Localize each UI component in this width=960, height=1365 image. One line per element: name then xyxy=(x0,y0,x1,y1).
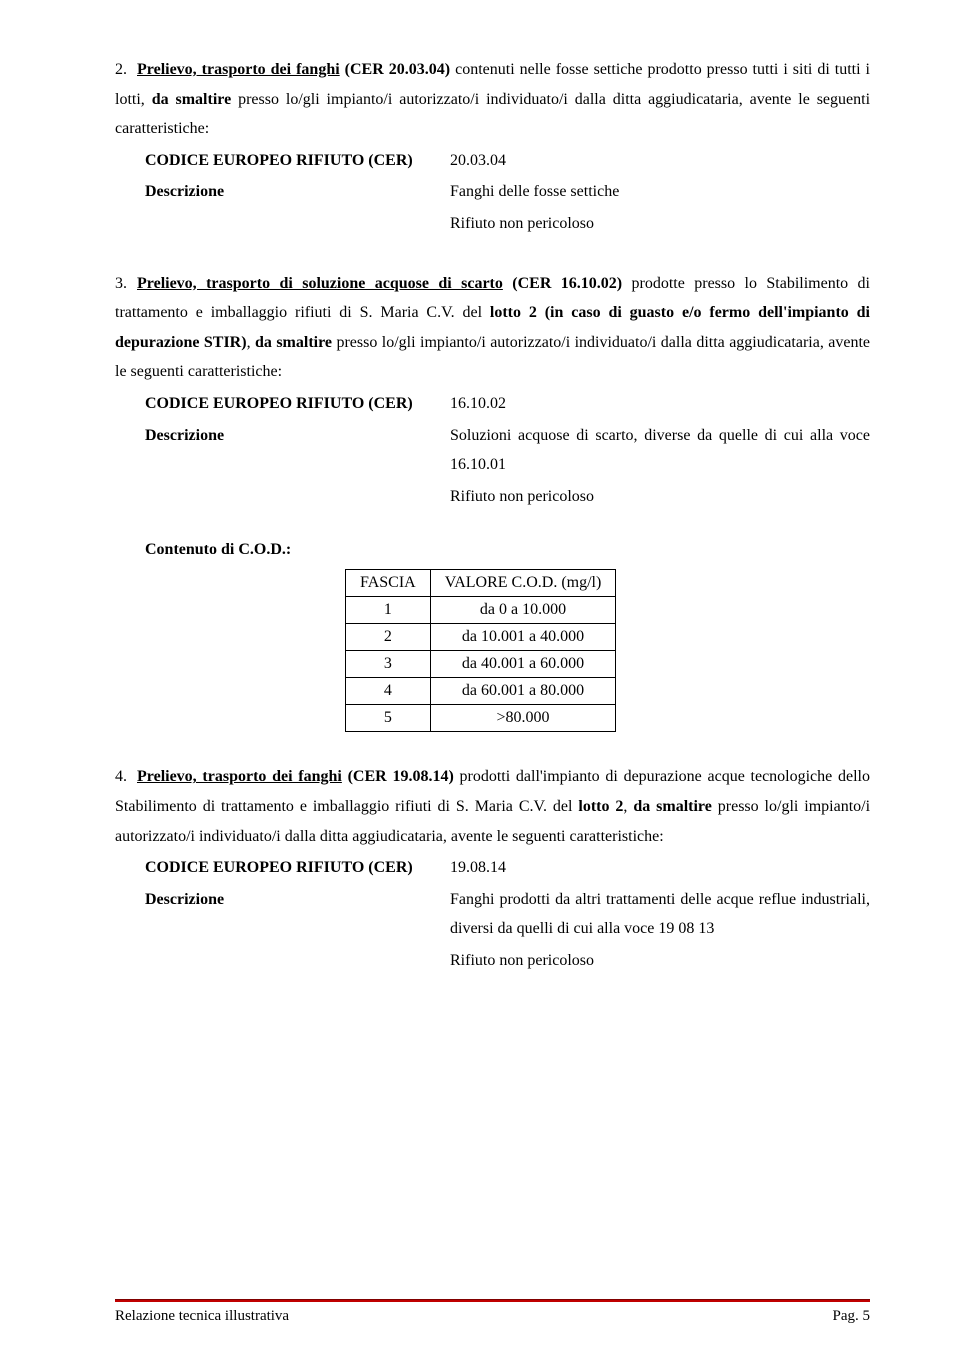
page-footer: Relazione tecnica illustrativa Pag. 5 xyxy=(115,1299,870,1325)
section-2-desc-label: Descrizione xyxy=(145,177,450,207)
section-4-desc-label: Descrizione xyxy=(145,885,450,944)
section-2: 2.Prelievo, trasporto dei fanghi (CER 20… xyxy=(115,55,870,239)
cod-fascia: 1 xyxy=(346,597,431,624)
section-3-title-rest: (CER 16.10.02) xyxy=(503,275,622,292)
section-3-number: 3. xyxy=(115,269,137,299)
section-3-body-mid: , xyxy=(247,334,255,351)
section-2-desc-value: Fanghi delle fosse settiche xyxy=(450,177,870,207)
section-3-extra: Rifiuto non pericoloso xyxy=(450,482,870,512)
cod-fascia: 3 xyxy=(346,651,431,678)
cod-value: da 0 a 10.000 xyxy=(430,597,616,624)
section-4-desc-value: Fanghi prodotti da altri trattamenti del… xyxy=(450,885,870,944)
section-3-cer-label: CODICE EUROPEO RIFIUTO (CER) xyxy=(145,389,450,419)
section-4: 4.Prelievo, trasporto dei fanghi (CER 19… xyxy=(115,762,870,975)
section-3-title-ul: Prelievo, trasporto di soluzione acquose… xyxy=(137,275,503,292)
cod-value: da 10.001 a 40.000 xyxy=(430,624,616,651)
section-3-body-bold2: da smaltire xyxy=(255,334,332,351)
cod-value: >80.000 xyxy=(430,705,616,732)
section-2-cer-label: CODICE EUROPEO RIFIUTO (CER) xyxy=(145,146,450,176)
section-4-cer-value: 19.08.14 xyxy=(450,853,870,883)
section-4-props: CODICE EUROPEO RIFIUTO (CER) 19.08.14 De… xyxy=(115,853,870,975)
cod-col2: VALORE C.O.D. (mg/l) xyxy=(430,570,616,597)
section-4-title-rest: (CER 19.08.14) xyxy=(342,768,454,785)
section-2-title-ul: Prelievo, trasporto dei fanghi xyxy=(137,61,340,78)
cod-value: da 60.001 a 80.000 xyxy=(430,678,616,705)
section-2-cer-value: 20.03.04 xyxy=(450,146,870,176)
cod-title: Contenuto di C.O.D.: xyxy=(145,541,870,559)
section-4-body-bold1: lotto 2 xyxy=(578,798,623,815)
section-3: 3.Prelievo, trasporto di soluzione acquo… xyxy=(115,269,870,512)
section-2-body-bold: da smaltire xyxy=(152,91,232,108)
table-row: 5 >80.000 xyxy=(346,705,616,732)
cod-value: da 40.001 a 60.000 xyxy=(430,651,616,678)
section-2-title-rest: (CER 20.03.04) xyxy=(340,61,450,78)
section-3-desc-value: Soluzioni acquose di scarto, diverse da … xyxy=(450,421,870,480)
cod-fascia: 4 xyxy=(346,678,431,705)
section-2-number: 2. xyxy=(115,55,137,85)
cod-col1: FASCIA xyxy=(346,570,431,597)
table-row: 3 da 40.001 a 60.000 xyxy=(346,651,616,678)
footer-page-number: Pag. 5 xyxy=(833,1308,871,1325)
cod-table: FASCIA VALORE C.O.D. (mg/l) 1 da 0 a 10.… xyxy=(345,569,616,732)
section-4-number: 4. xyxy=(115,762,137,792)
footer-divider xyxy=(115,1299,870,1302)
section-4-extra: Rifiuto non pericoloso xyxy=(450,946,870,976)
section-3-props: CODICE EUROPEO RIFIUTO (CER) 16.10.02 De… xyxy=(115,389,870,511)
section-4-title-ul: Prelievo, trasporto dei fanghi xyxy=(137,768,342,785)
section-2-extra: Rifiuto non pericoloso xyxy=(450,209,870,239)
table-row: 2 da 10.001 a 40.000 xyxy=(346,624,616,651)
cod-fascia: 2 xyxy=(346,624,431,651)
table-row: 4 da 60.001 a 80.000 xyxy=(346,678,616,705)
section-4-cer-label: CODICE EUROPEO RIFIUTO (CER) xyxy=(145,853,450,883)
section-4-body-mid: , xyxy=(623,798,633,815)
section-3-desc-label: Descrizione xyxy=(145,421,450,480)
cod-section: Contenuto di C.O.D.: FASCIA VALORE C.O.D… xyxy=(115,541,870,732)
section-4-body-bold2: da smaltire xyxy=(633,798,712,815)
section-3-cer-value: 16.10.02 xyxy=(450,389,870,419)
section-2-props: CODICE EUROPEO RIFIUTO (CER) 20.03.04 De… xyxy=(115,146,870,239)
table-row: 1 da 0 a 10.000 xyxy=(346,597,616,624)
footer-left: Relazione tecnica illustrativa xyxy=(115,1308,289,1325)
page: 2.Prelievo, trasporto dei fanghi (CER 20… xyxy=(0,0,960,1365)
cod-fascia: 5 xyxy=(346,705,431,732)
cod-table-header-row: FASCIA VALORE C.O.D. (mg/l) xyxy=(346,570,616,597)
